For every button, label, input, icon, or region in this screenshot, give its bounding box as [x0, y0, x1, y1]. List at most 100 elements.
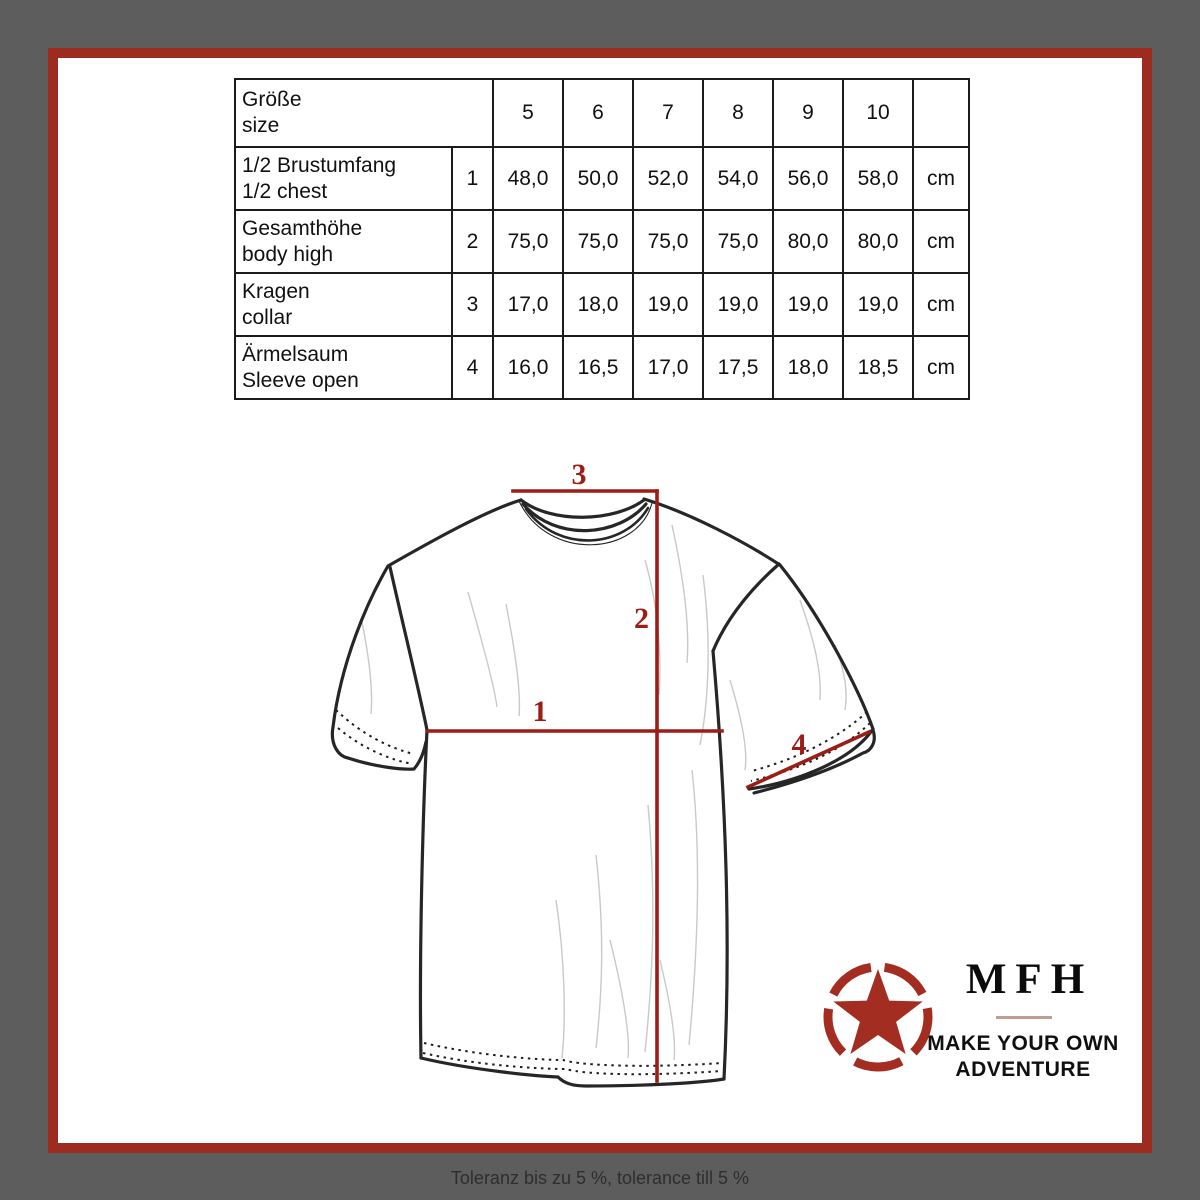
table-row-body-height: Gesamthöhe body high 2 75,0 75,0 75,0 75… [234, 209, 971, 274]
value-cell: 18,5 [842, 335, 915, 400]
left-sleeve-stitch-1 [335, 709, 415, 755]
hem-stitch-1 [423, 1042, 723, 1067]
value-cell: 17,5 [702, 335, 775, 400]
size-header-cell: 7 [632, 78, 705, 148]
unit-cell: cm [912, 146, 971, 211]
value-cell: 56,0 [772, 146, 845, 211]
row-label-de: Kragen [242, 279, 310, 303]
header-label-cell: Größe size [233, 78, 495, 148]
tolerance-note: Toleranz bis zu 5 %, tolerance till 5 % [450, 1167, 750, 1188]
header-label-de: Größe [242, 88, 302, 111]
left-armhole-seam [388, 565, 429, 732]
row-label-de: 1/2 Brustumfang [242, 153, 397, 177]
bottom-hem [419, 1056, 726, 1088]
size-table: Größe size 5 6 7 8 9 10 1/2 Brustumfang … [233, 78, 971, 400]
value-cell: 19,0 [842, 272, 915, 337]
brand-divider [996, 1016, 1052, 1019]
fabric-creases [361, 524, 847, 1061]
row-label-en: 1/2 chest [242, 179, 328, 203]
value-cell: 19,0 [632, 272, 705, 337]
table-row-chest: 1/2 Brustumfang 1/2 chest 1 48,0 50,0 52… [234, 146, 971, 211]
hem-stitch-2 [422, 1052, 722, 1076]
value-cell: 75,0 [632, 209, 705, 274]
row-label-cell: 1/2 Brustumfang 1/2 chest [234, 146, 453, 211]
value-cell: 58,0 [842, 146, 915, 211]
size-header-cell: 6 [562, 78, 635, 148]
table-header-row: Größe size 5 6 7 8 9 10 [233, 78, 971, 148]
tshirt-outline [330, 497, 876, 1088]
tagline-line-1: MAKE YOUR OWN [927, 1032, 1119, 1055]
value-cell: 75,0 [492, 209, 565, 274]
body-left-edge [418, 728, 429, 1060]
measurement-line-sleeve-hem [745, 729, 872, 790]
tagline-line-2: ADVENTURE [955, 1058, 1091, 1081]
right-armhole-seam [711, 562, 781, 653]
table-row-collar: Kragen collar 3 17,0 18,0 19,0 19,0 19,0… [234, 272, 971, 337]
footer-bar: Toleranz bis zu 5 %, tolerance till 5 % [0, 1156, 1200, 1200]
value-cell: 19,0 [702, 272, 775, 337]
collar-outer-curve [519, 498, 646, 519]
value-cell: 48,0 [492, 146, 565, 211]
size-header-cell: 5 [492, 78, 565, 148]
table-row-sleeve: Ärmelsaum Sleeve open 4 16,0 16,5 17,0 1… [234, 335, 971, 400]
brand-tagline: MAKE YOUR OWN ADVENTURE [925, 1031, 1121, 1083]
value-cell: 16,0 [492, 335, 565, 400]
value-cell: 52,0 [632, 146, 705, 211]
stitch-lines [335, 709, 871, 1076]
right-sleeve-outline [642, 497, 875, 731]
star-ring [823, 962, 933, 1072]
value-cell: 16,5 [562, 335, 635, 400]
value-cell: 17,0 [632, 335, 705, 400]
value-cell: 17,0 [492, 272, 565, 337]
body-right-edge [711, 649, 729, 1081]
right-sleeve-fold [752, 728, 876, 795]
size-header-cell: 9 [772, 78, 845, 148]
collar-mid-curve [521, 502, 648, 533]
value-cell: 75,0 [562, 209, 635, 274]
collar-inner-curve [524, 506, 650, 542]
right-sleeve-stitch-2 [750, 722, 871, 782]
row-label-cell: Gesamthöhe body high [234, 209, 453, 274]
value-cell: 50,0 [562, 146, 635, 211]
value-cell: 80,0 [772, 209, 845, 274]
value-cell: 18,0 [562, 272, 635, 337]
star-shape [833, 969, 923, 1054]
value-cell: 19,0 [772, 272, 845, 337]
left-sleeve-stitch-2 [337, 727, 414, 765]
right-sleeve-stitch-1 [751, 711, 868, 772]
measurement-lines [426, 489, 872, 1083]
size-header-cell: 8 [702, 78, 775, 148]
row-label-en: collar [242, 305, 293, 329]
brand-name: MFH [965, 956, 1094, 1003]
value-cell: 75,0 [702, 209, 775, 274]
unit-header-cell [912, 78, 971, 148]
row-index-cell: 1 [450, 146, 495, 211]
measurement-label-collar: 3 [572, 458, 587, 491]
row-label-cell: Ärmelsaum Sleeve open [234, 335, 453, 400]
left-sleeve-outline [330, 498, 523, 771]
collar-back-seam [518, 500, 653, 546]
tshirt-diagram: 3 2 1 4 [330, 458, 876, 1088]
row-label-cell: Kragen collar [234, 272, 453, 337]
header-label-en: size [242, 114, 280, 137]
row-label-de: Gesamthöhe [242, 216, 363, 240]
value-cell: 80,0 [842, 209, 915, 274]
measurement-label-chest: 1 [533, 695, 548, 728]
row-index-cell: 2 [450, 209, 495, 274]
value-cell: 18,0 [772, 335, 845, 400]
logo-star-icon [823, 962, 933, 1072]
row-index-cell: 4 [450, 335, 495, 400]
right-sleeve-hem-edge [747, 727, 875, 791]
row-index-cell: 3 [450, 272, 495, 337]
row-label-en: body high [242, 242, 334, 266]
row-label-de: Ärmelsaum [242, 342, 349, 366]
size-header-cell: 10 [842, 78, 915, 148]
row-label-en: Sleeve open [242, 368, 359, 392]
value-cell: 54,0 [702, 146, 775, 211]
unit-cell: cm [912, 272, 971, 337]
unit-cell: cm [912, 209, 971, 274]
measurement-label-sleeve-hem: 4 [792, 728, 807, 761]
measurement-label-body-height: 2 [634, 602, 649, 635]
unit-cell: cm [912, 335, 971, 400]
